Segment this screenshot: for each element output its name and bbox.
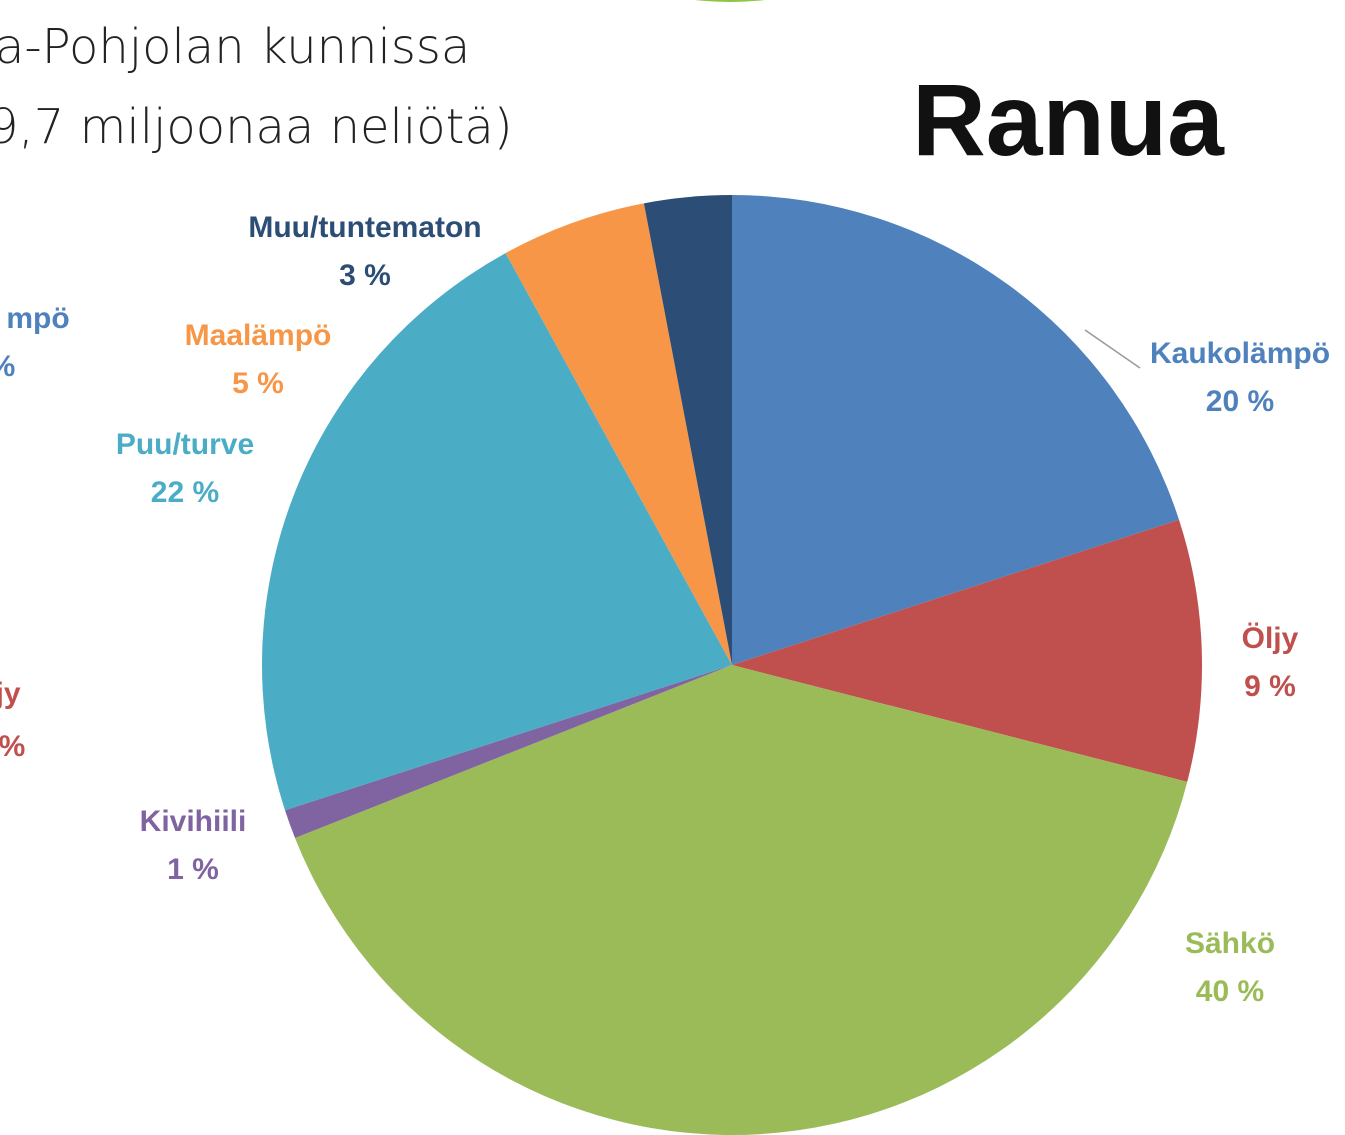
value-label: 1 % xyxy=(167,853,219,886)
header-line: a-Pohjolan kunnissa xyxy=(0,19,470,75)
value-label: 22 % xyxy=(151,476,219,509)
decoration-circle xyxy=(694,0,766,2)
slice-label: Puu/turve xyxy=(116,428,254,461)
value-label: 3 % xyxy=(339,259,391,292)
header-line: 9,7 miljoonaa neliötä) xyxy=(0,99,513,155)
pie-slice xyxy=(643,195,732,665)
pie-slice xyxy=(295,665,1188,1135)
pie-slice xyxy=(732,195,1179,665)
slice-label: Öljy xyxy=(1242,622,1299,655)
slice-label: Muu/tuntematon xyxy=(248,211,481,244)
pie-slice xyxy=(285,665,732,839)
pie: Kaukolämpö 20 % Öljy 9 % Sähkö 40 % Kivihiili 1… xyxy=(116,195,1330,1135)
leader-line xyxy=(1084,329,1141,369)
value-label: 20 % xyxy=(1206,385,1274,418)
slice-label: Kivihiili xyxy=(140,805,247,838)
value-label: 9 % xyxy=(1244,670,1296,703)
value-label: 5 % xyxy=(232,367,284,400)
fragment: % xyxy=(0,730,25,763)
fragment: mpö xyxy=(6,302,69,335)
pie-slice xyxy=(261,253,732,811)
slice-label: Sähkö xyxy=(1185,927,1275,960)
value-label: 40 % xyxy=(1196,975,1264,1008)
pie-slice xyxy=(732,519,1202,782)
pie-slice xyxy=(505,203,732,665)
chart-title: Ranua xyxy=(912,63,1225,177)
slice-label: Kaukolämpö xyxy=(1150,337,1330,370)
slice-label: Maalämpö xyxy=(185,319,332,352)
fragment: % xyxy=(0,350,15,383)
fragment: jy xyxy=(0,677,21,710)
